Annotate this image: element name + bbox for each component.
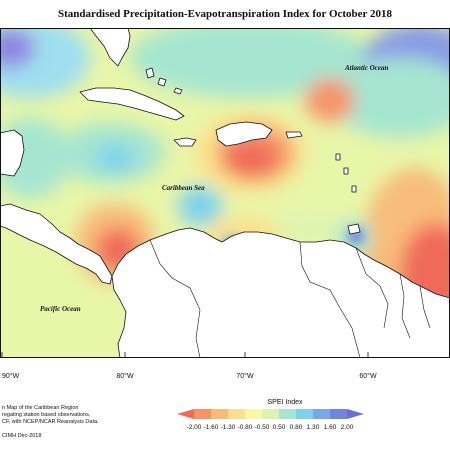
lesser-antilles-3 xyxy=(351,185,357,193)
map-title: Standardised Precipitation-Evapotranspir… xyxy=(58,8,392,20)
legend-title: SPEI Index xyxy=(267,399,303,406)
caribbean-sea-label: Caribbean Sea xyxy=(162,184,205,192)
longitude-ticks xyxy=(1,352,369,358)
pacific-ocean-label: Pacific Ocean xyxy=(40,305,81,313)
tick-70w: 70°W xyxy=(236,372,254,380)
legend-tick-label: -0.80 xyxy=(238,424,253,431)
trinidad xyxy=(347,223,361,235)
cuba xyxy=(79,87,185,121)
tick-90w: 90°W xyxy=(2,372,20,380)
lesser-antilles-1 xyxy=(335,153,341,161)
florida xyxy=(89,28,131,67)
hispaniola xyxy=(215,121,273,147)
legend-swatch xyxy=(211,409,228,419)
bahamas-3 xyxy=(173,87,183,95)
legend-swatch xyxy=(228,409,245,419)
credit-line-2: regating station based observations, xyxy=(2,412,91,418)
legend-tick-label: -1.60 xyxy=(204,424,219,431)
land xyxy=(0,28,450,358)
legend-colorbar: -2.00 -1.60 -1.30 -0.80 -0.50 0.50 0.80 1.30 1.6… xyxy=(177,409,364,431)
credit-line-4: CIMH Dec-2018 xyxy=(2,433,42,439)
bahamas-1 xyxy=(145,67,155,79)
legend-tick-label: -2.00 xyxy=(187,424,202,431)
legend-swatch xyxy=(313,409,330,419)
legend-tick-label: -1.30 xyxy=(221,424,236,431)
central-america xyxy=(0,129,25,177)
credit-line-1: n Map of the Caribbean Region xyxy=(2,405,79,411)
legend-swatch xyxy=(279,409,296,419)
legend-swatch xyxy=(347,409,364,419)
bahamas-2 xyxy=(157,77,167,87)
legend-swatch xyxy=(330,409,347,419)
spei-map: Atlantic Ocean Caribbean Sea Pacific Oce… xyxy=(0,28,450,358)
legend-swatch xyxy=(177,409,194,419)
central-america-south xyxy=(0,203,113,285)
tick-80w: 80°W xyxy=(116,372,134,380)
legend-tick-label: 1.30 xyxy=(307,424,320,431)
borders xyxy=(149,239,431,358)
legend-tick-label: 0.50 xyxy=(273,424,286,431)
legend-tick-label: 2.00 xyxy=(341,424,354,431)
legend-swatch xyxy=(245,409,262,419)
atlantic-ocean-label: Atlantic Ocean xyxy=(344,64,388,72)
tick-60w: 60°W xyxy=(359,372,377,380)
longitude-labels: 90°W 80°W 70°W 60°W xyxy=(2,372,377,380)
jamaica xyxy=(173,137,197,147)
legend-tick-label: 0.80 xyxy=(290,424,303,431)
legend-tick-label: -0.50 xyxy=(255,424,270,431)
credit-line-3: CF, with NCEP/NCAR Reanalysis Data. xyxy=(2,419,99,425)
legend-swatch xyxy=(262,409,279,419)
lesser-antilles-2 xyxy=(343,167,349,175)
legend-swatch xyxy=(194,409,211,419)
legend-swatch xyxy=(296,409,313,419)
south-america xyxy=(111,227,450,358)
puerto-rico xyxy=(285,131,303,139)
legend-tick-label: 1.60 xyxy=(324,424,337,431)
